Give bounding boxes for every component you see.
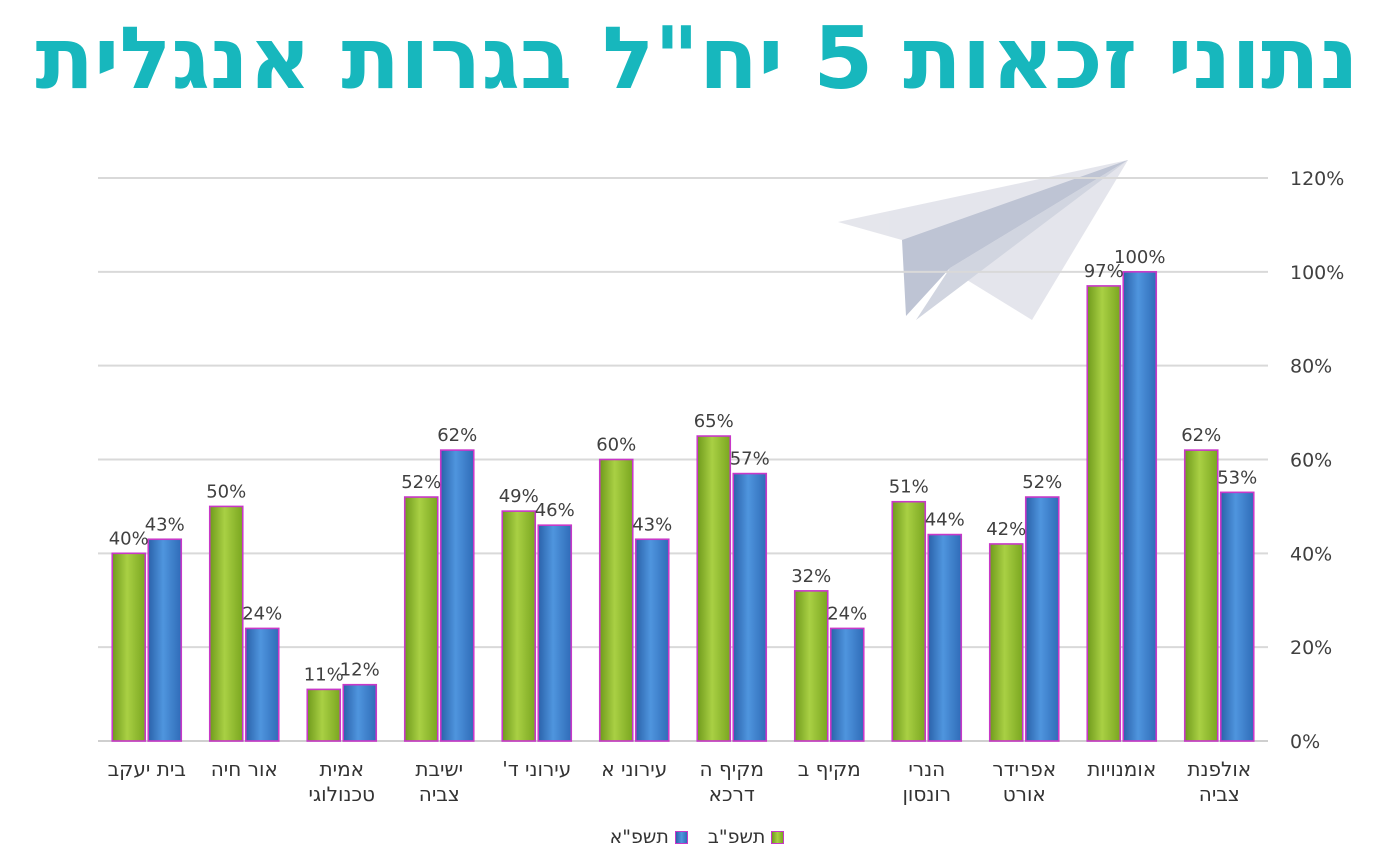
data-label-series-2: 24% bbox=[827, 603, 867, 624]
x-tick-label: עירוני ד' bbox=[502, 757, 571, 781]
x-tick-label: בית יעקב bbox=[108, 757, 186, 781]
data-label-series-2: 57% bbox=[730, 449, 770, 470]
data-label-series-1: 11% bbox=[304, 664, 344, 685]
data-label-series-2: 46% bbox=[535, 500, 575, 521]
data-label-series-2: 44% bbox=[925, 510, 965, 531]
y-tick-label: 100% bbox=[1290, 262, 1344, 284]
chart-title: נתוני זכאות 5 יח"ל בגרות אנגלית bbox=[35, 9, 1359, 109]
y-tick-label: 60% bbox=[1290, 450, 1332, 472]
bar-series-2 bbox=[439, 449, 475, 742]
data-label-series-2: 53% bbox=[1217, 467, 1257, 488]
data-label-series-1: 50% bbox=[206, 481, 246, 502]
bar-series-2 bbox=[342, 683, 378, 742]
bar-series-2 bbox=[1024, 496, 1060, 742]
x-tick-label: עירוני א bbox=[601, 757, 667, 781]
data-label-series-1: 40% bbox=[109, 528, 149, 549]
bar-series-1 bbox=[208, 505, 244, 742]
bar-series-1 bbox=[793, 590, 829, 742]
chart-legend: תשפ"ב תשפ"א bbox=[0, 822, 1394, 852]
data-label-series-2: 43% bbox=[632, 514, 672, 535]
bar-series-1 bbox=[891, 500, 927, 742]
x-tick-label: אפרידר אורט bbox=[992, 757, 1056, 806]
bar-series-2 bbox=[537, 524, 573, 742]
data-label-series-1: 51% bbox=[889, 477, 929, 498]
y-tick-label: 0% bbox=[1290, 731, 1320, 753]
data-label-series-2: 24% bbox=[242, 603, 282, 624]
legend-label-series-2: תשפ"א bbox=[609, 826, 669, 848]
x-tick-label: ישיבת צביה bbox=[415, 757, 463, 806]
paper-plane-icon bbox=[838, 160, 1128, 320]
bar-series-1 bbox=[696, 435, 732, 742]
data-label-series-1: 97% bbox=[1084, 261, 1124, 282]
data-label-series-1: 65% bbox=[694, 411, 734, 432]
bar-series-1 bbox=[501, 510, 537, 742]
bar-series-1 bbox=[111, 552, 147, 742]
data-label-series-2: 43% bbox=[145, 514, 185, 535]
legend-swatch-series-2 bbox=[674, 830, 688, 844]
data-label-series-2: 62% bbox=[437, 425, 477, 446]
bar-series-1 bbox=[988, 543, 1024, 742]
legend-swatch-series-1 bbox=[771, 830, 785, 844]
bar-series-1 bbox=[1086, 285, 1122, 742]
bar-series-2 bbox=[147, 538, 183, 742]
data-label-series-2: 52% bbox=[1022, 472, 1062, 493]
data-label-series-1: 42% bbox=[986, 519, 1026, 540]
legend-item-series-1: תשפ"ב bbox=[708, 826, 785, 848]
bar-series-1 bbox=[598, 458, 634, 742]
y-tick-label: 20% bbox=[1290, 637, 1332, 659]
bar-series-2 bbox=[732, 472, 768, 742]
y-tick-label: 40% bbox=[1290, 543, 1332, 565]
bar-series-2 bbox=[829, 627, 865, 742]
data-label-series-2: 12% bbox=[340, 660, 380, 681]
bar-series-2 bbox=[634, 538, 670, 742]
legend-label-series-1: תשפ"ב bbox=[707, 826, 766, 848]
x-tick-label: מקיף ה דרכא bbox=[700, 757, 764, 806]
bar-series-1 bbox=[403, 496, 439, 742]
x-tick-label: אומנויות bbox=[1087, 757, 1156, 781]
y-tick-label: 80% bbox=[1290, 356, 1332, 378]
x-tick-label: אולפנת צביה bbox=[1187, 757, 1251, 806]
legend-item-series-2: תשפ"א bbox=[610, 826, 688, 848]
bar-series-2 bbox=[1122, 271, 1158, 742]
x-tick-label: הנרי רונסון bbox=[902, 757, 951, 806]
bar-series-2 bbox=[1219, 491, 1255, 742]
data-label-series-2: 100% bbox=[1114, 247, 1165, 268]
bar-series-2 bbox=[244, 627, 280, 742]
bar-series-1 bbox=[1183, 449, 1219, 742]
x-tick-label: אמית טכנולוגי bbox=[308, 757, 375, 806]
bar-series-1 bbox=[306, 688, 342, 742]
y-tick-label: 120% bbox=[1290, 168, 1344, 190]
data-label-series-1: 52% bbox=[401, 472, 441, 493]
data-label-series-1: 62% bbox=[1181, 425, 1221, 446]
x-tick-label: אור חיה bbox=[211, 757, 278, 781]
data-label-series-1: 60% bbox=[596, 435, 636, 456]
x-tick-label: מקיף ב bbox=[798, 757, 861, 781]
data-label-series-1: 49% bbox=[499, 486, 539, 507]
bar-series-2 bbox=[927, 533, 963, 742]
data-label-series-1: 32% bbox=[791, 566, 831, 587]
